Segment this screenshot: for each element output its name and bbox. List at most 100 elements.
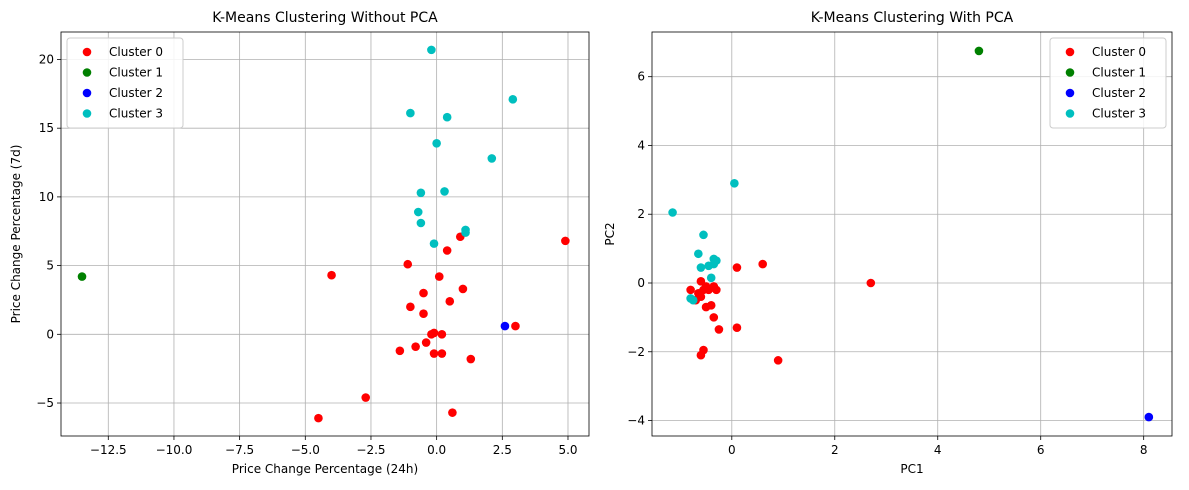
data-point: [511, 321, 520, 331]
data-point: [429, 239, 439, 248]
x-tick-label: 6: [1037, 443, 1045, 457]
x-tick-label: −10.0: [156, 443, 193, 457]
x-tick-label: 2.5: [493, 443, 512, 457]
data-point: [714, 325, 724, 334]
data-point: [411, 342, 420, 351]
data-point: [508, 95, 518, 104]
chart-title: K-Means Clustering Without PCA: [212, 10, 438, 26]
data-point: [403, 259, 413, 269]
legend-box: [66, 37, 184, 129]
data-point: [466, 354, 476, 364]
data-point: [413, 207, 423, 217]
x-axis-label: Price Change Percentage (24h): [232, 462, 418, 476]
data-point: [461, 228, 470, 237]
x-tick-label: 0.0: [427, 443, 446, 457]
data-point: [77, 272, 87, 281]
x-tick-label: 5.0: [558, 443, 577, 457]
data-point: [709, 313, 719, 322]
y-tick-label: 0: [46, 327, 54, 341]
data-point: [699, 230, 708, 240]
legend-label: Cluster 0: [109, 45, 163, 59]
x-tick-label: −7.5: [225, 443, 254, 457]
data-point: [429, 349, 439, 358]
data-point: [699, 345, 708, 355]
data-point: [361, 393, 371, 402]
y-tick-label: 15: [39, 121, 54, 135]
data-point: [416, 218, 426, 228]
y-tick-label: 6: [637, 70, 645, 84]
y-tick-label: −2: [627, 345, 645, 359]
x-tick-label: 2: [831, 443, 839, 457]
y-tick-label: 10: [39, 190, 54, 204]
data-point: [500, 321, 510, 331]
data-point: [696, 263, 706, 272]
data-point: [442, 112, 452, 122]
data-point: [427, 45, 436, 55]
data-point: [421, 338, 431, 347]
y-tick-label: −4: [627, 414, 645, 428]
chart-panel-1: 0 2 4 6 8 −4 −2 0 2 4 6 K-Means Clustering With PCA…: [603, 10, 1173, 476]
legend-marker: [1065, 68, 1075, 77]
chart-panel-0: −12.5 −10.0 −7.5 −5.0 −2.5 0.0 2.5 5.0 −5 0 5 10 15 2…: [9, 10, 590, 476]
data-point: [448, 408, 457, 417]
x-tick-label: −5.0: [291, 443, 320, 457]
y-tick-label: 2: [637, 207, 645, 221]
legend-label: Cluster 1: [1092, 66, 1146, 80]
legend-label: Cluster 2: [1092, 86, 1146, 100]
x-tick-label: 4: [934, 443, 942, 457]
x-tick-label: −12.5: [90, 443, 127, 457]
legend-marker: [1065, 88, 1075, 98]
plot-frame: [60, 31, 590, 437]
data-point: [712, 285, 721, 295]
data-point: [732, 263, 742, 272]
x-tick-label: 0: [728, 443, 736, 457]
legend-marker: [82, 88, 92, 98]
plot-frame: [651, 31, 1173, 437]
data-point: [406, 108, 415, 118]
data-point: [709, 259, 719, 269]
data-point: [314, 413, 323, 423]
x-tick-label: 8: [1140, 443, 1148, 457]
data-point: [758, 259, 767, 269]
data-point: [1144, 412, 1154, 422]
data-point: [440, 187, 449, 196]
legend-label: Cluster 1: [109, 66, 163, 80]
data-point: [487, 154, 497, 163]
data-point: [686, 285, 695, 295]
data-point: [432, 139, 441, 148]
legend-marker: [82, 68, 92, 77]
data-point: [416, 188, 426, 198]
data-point: [437, 349, 447, 358]
data-point: [419, 309, 428, 319]
data-point: [429, 328, 439, 338]
data-point: [866, 278, 876, 288]
legend-marker: [82, 109, 92, 118]
data-point: [668, 208, 677, 217]
y-axis-label: Price Change Percentage (7d): [9, 145, 23, 324]
data-point: [437, 330, 447, 339]
data-point: [706, 301, 716, 310]
data-point: [442, 246, 452, 255]
data-point: [327, 270, 336, 280]
data-point: [773, 356, 783, 365]
data-point: [561, 236, 570, 246]
y-axis-label: PC2: [603, 222, 617, 245]
data-point: [730, 178, 739, 188]
data-point: [688, 295, 698, 305]
legend: Cluster 0 Cluster 1 Cluster 2 Cluster 3: [66, 37, 184, 129]
y-tick-label: −5: [36, 396, 54, 410]
data-point: [694, 249, 703, 259]
data-point: [974, 46, 984, 56]
data-point: [434, 272, 444, 281]
legend-marker: [1065, 47, 1075, 57]
chart-title: K-Means Clustering With PCA: [811, 10, 1014, 26]
x-tick-label: −2.5: [356, 443, 385, 457]
y-tick-label: 5: [46, 259, 54, 273]
data-point: [706, 273, 716, 283]
legend-marker: [82, 47, 92, 57]
y-tick-label: 20: [39, 52, 54, 66]
y-tick-label: 4: [637, 138, 645, 152]
legend-box: [1049, 37, 1167, 129]
legend: Cluster 0 Cluster 1 Cluster 2 Cluster 3: [1049, 37, 1167, 129]
